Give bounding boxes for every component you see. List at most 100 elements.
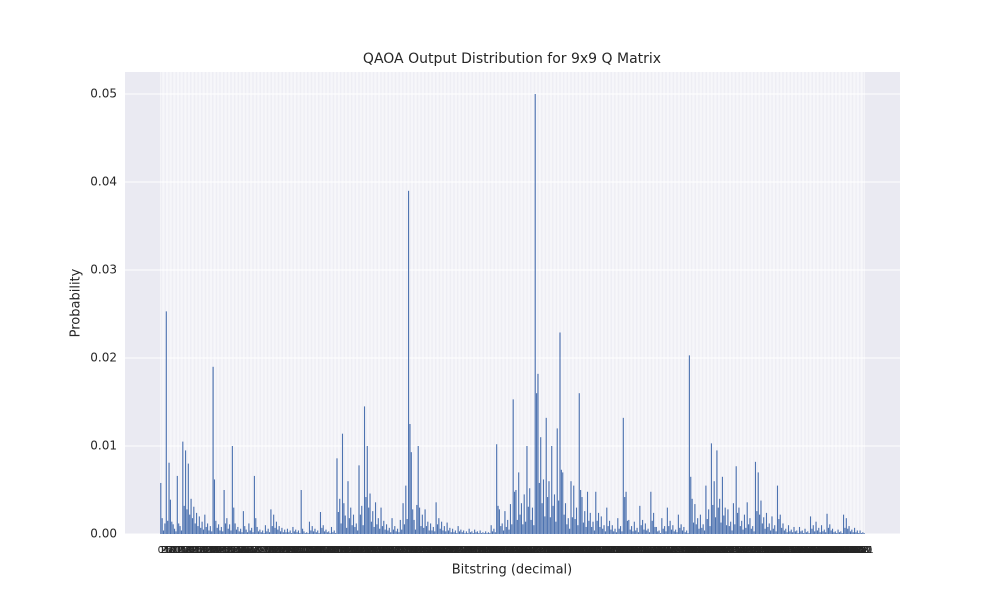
bar xyxy=(617,518,619,534)
x-tick-label: 78 xyxy=(262,545,275,556)
bar xyxy=(651,520,653,534)
bar xyxy=(453,532,455,534)
bar xyxy=(564,503,567,534)
x-tick-label: 461 xyxy=(786,545,805,556)
bar xyxy=(501,523,503,534)
x-tick-label: 162 xyxy=(374,545,393,556)
bar xyxy=(794,531,796,534)
bar xyxy=(291,533,293,534)
bar xyxy=(551,446,553,534)
bar xyxy=(658,530,660,534)
x-tick-label: 47 xyxy=(219,545,232,556)
x-tick-label: 497 xyxy=(835,545,854,556)
bar xyxy=(359,514,361,534)
bar xyxy=(644,523,646,534)
x-tick-label: 193 xyxy=(417,545,436,556)
x-tick-label: 172 xyxy=(388,545,407,556)
bar xyxy=(665,531,667,534)
bar xyxy=(822,531,824,534)
bar xyxy=(675,529,677,534)
x-tick-label: 54 xyxy=(229,545,242,556)
bar xyxy=(544,516,546,534)
bar xyxy=(827,527,829,534)
bar xyxy=(357,530,359,534)
x-tick-label: 11 xyxy=(170,545,183,556)
bar xyxy=(322,525,324,534)
bar xyxy=(175,531,177,534)
bar xyxy=(618,528,620,534)
x-tick-label: 376 xyxy=(669,545,688,556)
bar xyxy=(168,462,170,534)
bar xyxy=(434,531,436,534)
bar xyxy=(208,530,210,534)
bar xyxy=(635,530,637,534)
x-tick-label: 333 xyxy=(610,545,629,556)
x-tick-label: 96 xyxy=(287,545,300,556)
bar xyxy=(803,533,805,534)
x-tick-label: 465 xyxy=(791,545,810,556)
bar xyxy=(852,532,854,534)
bar xyxy=(786,532,788,534)
bar xyxy=(771,516,773,534)
bar xyxy=(417,446,419,534)
bar xyxy=(471,531,473,534)
x-tick-label: 120 xyxy=(316,545,335,556)
x-tick-label: 197 xyxy=(422,545,441,556)
bar xyxy=(830,530,832,534)
x-tick-label: 245 xyxy=(488,545,507,556)
bar xyxy=(628,519,630,534)
x-tick-label: 306 xyxy=(572,545,591,556)
x-tick-label: 500 xyxy=(840,545,859,556)
bar xyxy=(362,525,364,534)
bar xyxy=(732,503,734,534)
x-tick-label: 296 xyxy=(559,545,578,556)
x-tick-label: 331 xyxy=(607,545,626,556)
x-tick-label: 215 xyxy=(447,545,466,556)
x-tick-label: 28 xyxy=(193,545,206,556)
bar xyxy=(847,528,849,534)
x-tick-label: 510 xyxy=(853,545,872,556)
x-tick-label: 185 xyxy=(406,545,425,556)
x-tick-label: 327 xyxy=(601,545,620,556)
x-tick-label: 61 xyxy=(238,545,251,556)
bar xyxy=(241,532,243,534)
bar xyxy=(182,441,184,534)
bar xyxy=(730,521,732,534)
x-tick-label: 475 xyxy=(805,545,824,556)
bar xyxy=(293,531,295,534)
x-tick-label: 237 xyxy=(477,545,496,556)
bar xyxy=(615,532,617,534)
bar xyxy=(845,518,847,534)
x-tick-label: 70 xyxy=(251,545,264,556)
bar xyxy=(509,504,511,534)
x-tick-label: 143 xyxy=(348,545,367,556)
bar xyxy=(701,527,703,534)
x-tick-label: 251 xyxy=(497,545,516,556)
x-tick-label: 107 xyxy=(299,545,318,556)
x-tick-label: 23 xyxy=(186,545,199,556)
x-tick-label: 377 xyxy=(670,545,689,556)
x-tick-label: 175 xyxy=(392,545,411,556)
bar xyxy=(355,523,357,534)
bar xyxy=(251,527,253,534)
bar xyxy=(438,518,440,534)
x-tick-label: 252 xyxy=(498,545,517,556)
x-tick-label: 454 xyxy=(776,545,795,556)
x-tick-label: 312 xyxy=(581,545,600,556)
x-tick-label: 63 xyxy=(241,545,254,556)
x-tick-label: 451 xyxy=(772,545,791,556)
x-tick-label: 244 xyxy=(487,545,506,556)
bar xyxy=(383,520,385,534)
x-tick-label: 441 xyxy=(758,545,777,556)
bar xyxy=(837,529,839,534)
x-tick-label: 273 xyxy=(527,545,546,556)
x-tick-label: 46 xyxy=(218,545,231,556)
bar xyxy=(816,530,818,534)
x-tick-label: 258 xyxy=(506,545,525,556)
x-tick-label: 257 xyxy=(505,545,524,556)
bar xyxy=(765,512,768,534)
bar xyxy=(814,531,816,534)
x-tick-label: 372 xyxy=(663,545,682,556)
x-tick-label: 180 xyxy=(399,545,418,556)
bar xyxy=(862,532,864,534)
